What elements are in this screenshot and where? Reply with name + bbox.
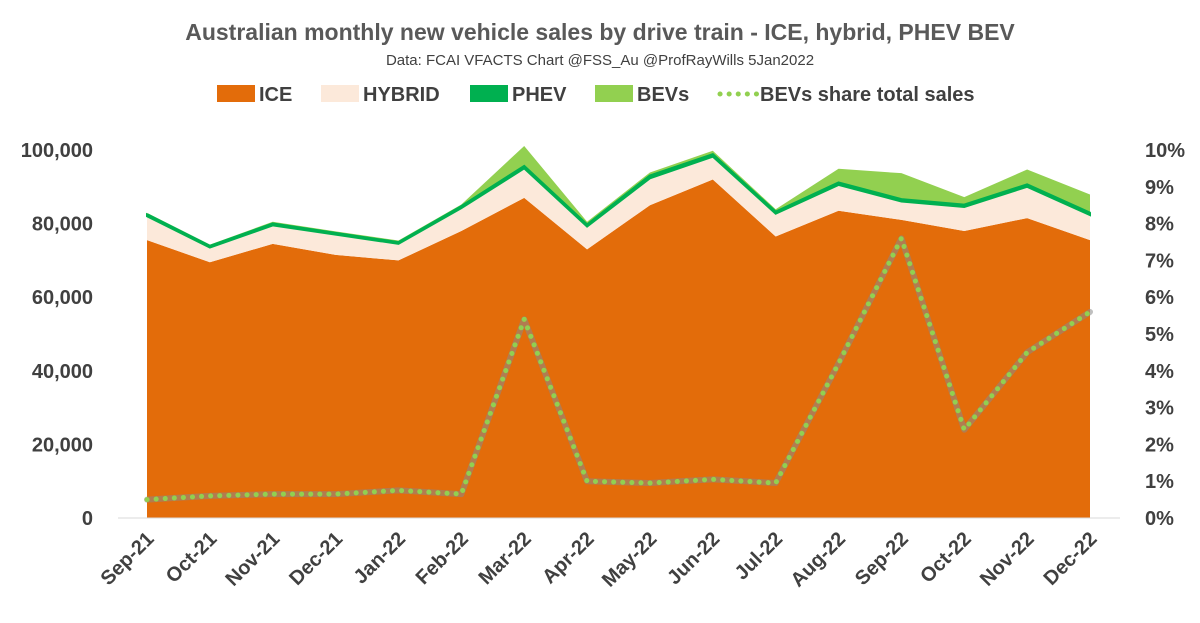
x-tick-label: Aug-22 [787, 528, 850, 591]
legend-label-phev: PHEV [512, 84, 567, 106]
x-tick-label: Jul-22 [731, 528, 787, 584]
x-tick-label: Oct-22 [916, 528, 976, 588]
legend-swatch-bevs [595, 85, 633, 102]
x-tick-label: Nov-22 [976, 528, 1039, 591]
share-line [144, 235, 1093, 503]
x-tick-label: Dec-21 [285, 528, 347, 590]
x-tick-label: Jun-22 [663, 528, 724, 589]
area-hybrid [147, 156, 1090, 263]
chart-title: Australian monthly new vehicle sales by … [185, 19, 1015, 45]
y-right-tick-label: 2% [1145, 434, 1174, 456]
y-left-tick-label: 20,000 [32, 434, 93, 456]
x-tick-label: Feb-22 [412, 528, 473, 589]
y-left-tick-label: 60,000 [32, 287, 93, 309]
legend-swatch-ice [217, 85, 255, 102]
y-left-tick-label: 100,000 [21, 140, 93, 162]
y-right-tick-label: 6% [1145, 287, 1174, 309]
x-tick-label: Nov-21 [222, 528, 285, 591]
y-right-tick-label: 3% [1145, 398, 1174, 420]
legend-swatch-hybrid [321, 85, 359, 102]
y-right-tick-label: 4% [1145, 361, 1174, 383]
x-tick-label: Jan-22 [350, 528, 410, 588]
area-ice [147, 179, 1090, 518]
legend-label-bevs: BEVs [637, 84, 689, 106]
legend: ICE HYBRID PHEV BEVs BEVs share total sales [217, 84, 975, 106]
x-tick-label: May-22 [598, 528, 662, 592]
area-bevs [147, 145, 1090, 247]
x-tick-label: Mar-22 [475, 528, 536, 589]
legend-label-ice: ICE [259, 84, 292, 106]
legend-label-hybrid: HYBRID [363, 84, 440, 106]
y-right-tick-label: 8% [1145, 214, 1174, 236]
plot-areas [146, 145, 1091, 518]
y-right-tick-label: 7% [1145, 250, 1174, 272]
y-right-tick-label: 5% [1145, 324, 1174, 346]
y-right-tick-label: 1% [1145, 471, 1174, 493]
y-right-tick-label: 9% [1145, 177, 1174, 199]
x-tick-label: Dec-22 [1040, 528, 1102, 590]
x-tick-label: Apr-22 [538, 528, 598, 588]
phev-top-line [146, 152, 1091, 248]
y-left-tick-label: 80,000 [32, 214, 93, 236]
x-tick-label: Oct-21 [162, 528, 222, 588]
y-right-tick-label: 0% [1145, 508, 1174, 530]
y-right-tick-label: 10% [1145, 140, 1185, 162]
y-left-tick-label: 0 [82, 508, 93, 530]
chart-subtitle: Data: FCAI VFACTS Chart @FSS_Au @ProfRay… [386, 52, 814, 69]
share-line-group [144, 235, 1093, 503]
x-tick-label: Sep-22 [851, 528, 913, 590]
legend-swatch-phev [470, 85, 508, 102]
y-left-tick-label: 40,000 [32, 361, 93, 383]
x-tick-label: Sep-21 [97, 528, 159, 590]
legend-label-bevs-share-total-sales: BEVs share total sales [760, 84, 975, 106]
